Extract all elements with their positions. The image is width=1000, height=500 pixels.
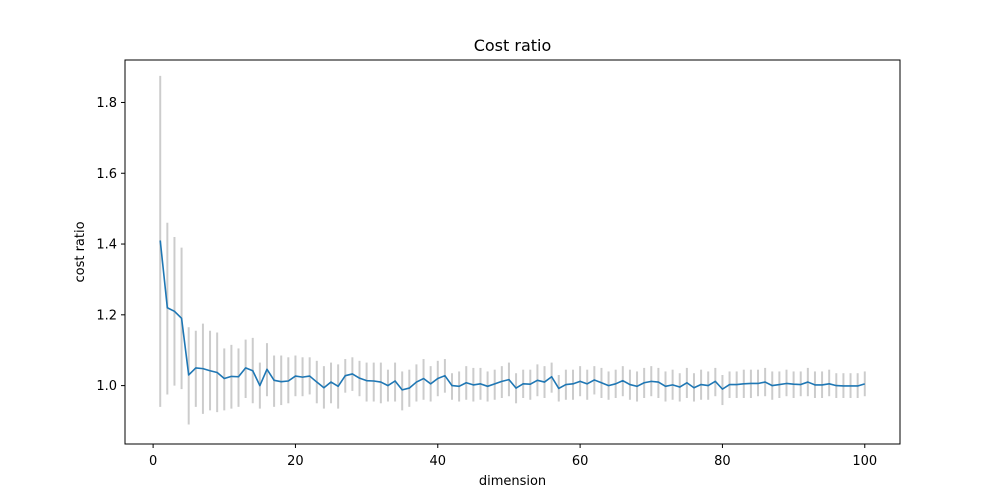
y-tick-label: 1.8 <box>96 96 117 111</box>
plot-frame <box>124 59 901 445</box>
y-axis: 1.0 1.2 1.4 1.6 1.8 <box>96 96 125 394</box>
y-tick-label: 1.2 <box>96 308 117 323</box>
x-tick-label: 40 <box>430 454 447 469</box>
x-axis: 0 20 40 60 80 100 <box>149 444 877 469</box>
x-tick-label: 0 <box>149 454 157 469</box>
x-axis-label: dimension <box>479 474 546 489</box>
x-tick-label: 60 <box>572 454 589 469</box>
y-tick-label: 1.0 <box>96 379 117 394</box>
y-tick-label: 1.6 <box>96 167 117 182</box>
y-axis-label: cost ratio <box>73 221 88 282</box>
y-tick-label: 1.4 <box>96 238 117 253</box>
series-line-group <box>159 240 865 391</box>
x-tick-label: 80 <box>714 454 731 469</box>
series-line <box>159 240 865 391</box>
x-tick-label: 20 <box>287 454 304 469</box>
x-tick-label: 100 <box>852 454 877 469</box>
chart-title: Cost ratio <box>474 36 552 55</box>
